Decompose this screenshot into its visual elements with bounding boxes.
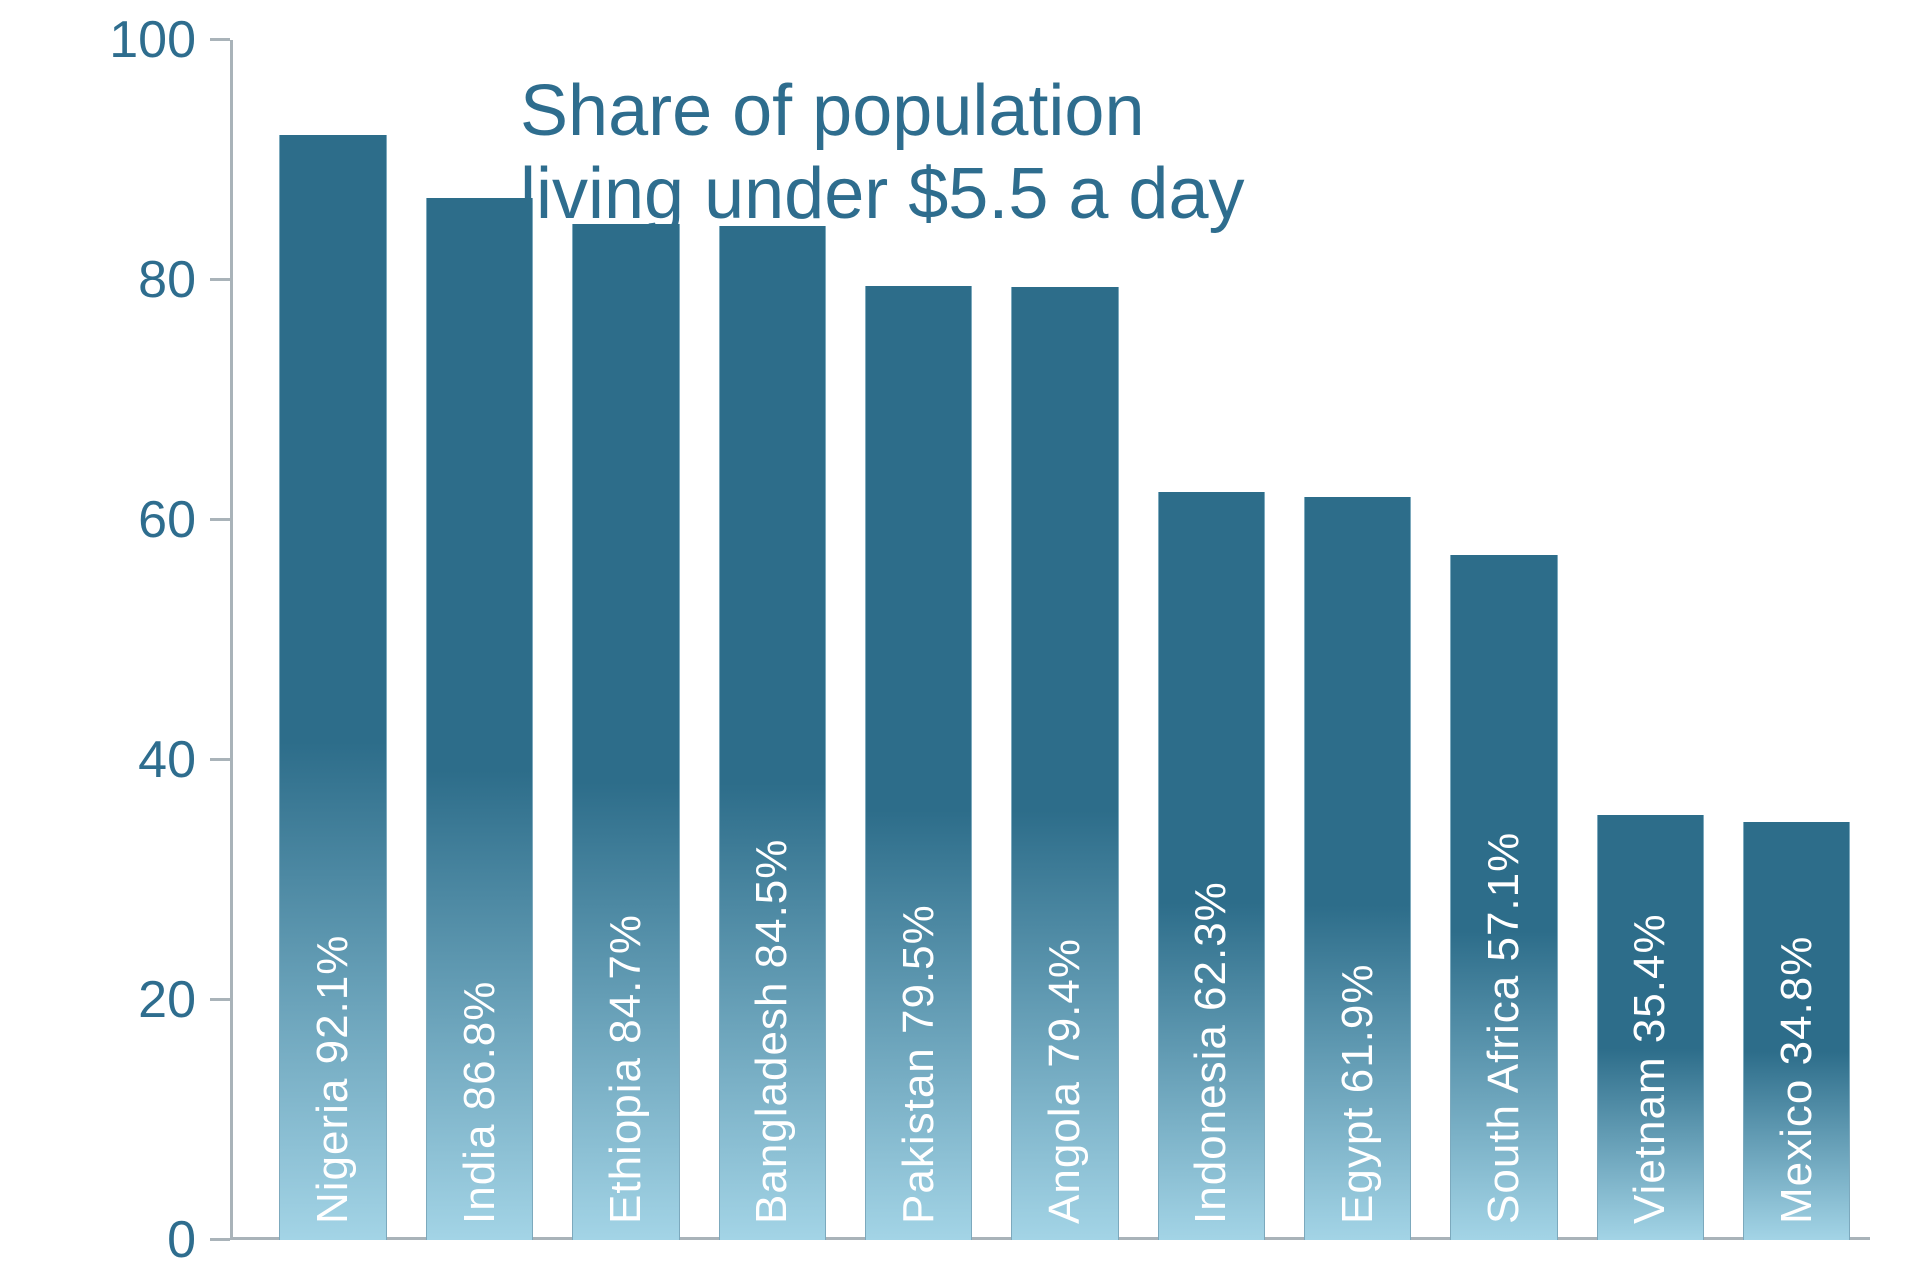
bar-mexico: Mexico 34.8% <box>1743 822 1850 1240</box>
poverty-share-chart: Share of population living under $5.5 a … <box>0 0 1920 1280</box>
y-tick-label: 20 <box>138 970 230 1030</box>
y-tick-label: 100 <box>109 10 230 70</box>
y-tick-label: 0 <box>167 1210 230 1270</box>
bar-label: Nigeria 92.1% <box>308 935 358 1224</box>
bar-slot: Bangladesh 84.5% <box>699 40 845 1240</box>
bar-nigeria: Nigeria 92.1% <box>279 135 386 1240</box>
bar-bangladesh: Bangladesh 84.5% <box>719 226 826 1240</box>
bar-slot: India 86.8% <box>406 40 552 1240</box>
y-tick-label: 80 <box>138 250 230 310</box>
bar-slot: Egypt 61.9% <box>1285 40 1431 1240</box>
y-tick-label: 40 <box>138 730 230 790</box>
bar-ethiopia: Ethiopia 84.7% <box>572 224 679 1240</box>
bar-label: Vietnam 35.4% <box>1625 913 1675 1224</box>
bar-slot: Nigeria 92.1% <box>260 40 406 1240</box>
bar-label: India 86.8% <box>455 981 505 1224</box>
bars-container: Nigeria 92.1% India 86.8% Ethiopia 84.7% Ba… <box>230 40 1870 1240</box>
plot-area: Nigeria 92.1% India 86.8% Ethiopia 84.7% Ba… <box>230 40 1870 1240</box>
bar-egypt: Egypt 61.9% <box>1304 497 1411 1240</box>
bar-pakistan: Pakistan 79.5% <box>865 286 972 1240</box>
bar-label: Egypt 61.9% <box>1333 964 1383 1225</box>
bar-slot: South Africa 57.1% <box>1431 40 1577 1240</box>
bar-slot: Angola 79.4% <box>992 40 1138 1240</box>
bar-slot: Indonesia 62.3% <box>1138 40 1284 1240</box>
bar-label: Angola 79.4% <box>1040 938 1090 1224</box>
bar-label: Ethiopia 84.7% <box>601 914 651 1224</box>
bar-label: Bangladesh 84.5% <box>747 839 797 1224</box>
y-tick-label: 60 <box>138 490 230 550</box>
bar-slot: Vietnam 35.4% <box>1577 40 1723 1240</box>
bar-india: India 86.8% <box>426 198 533 1240</box>
bar-slot: Ethiopia 84.7% <box>553 40 699 1240</box>
bar-indonesia: Indonesia 62.3% <box>1158 492 1265 1240</box>
bar-label: Mexico 34.8% <box>1772 936 1822 1224</box>
bar-label: Pakistan 79.5% <box>894 904 944 1224</box>
bar-label: South Africa 57.1% <box>1479 832 1529 1224</box>
bar-angola: Angola 79.4% <box>1011 287 1118 1240</box>
bar-vietnam: Vietnam 35.4% <box>1597 815 1704 1240</box>
bar-south-africa: South Africa 57.1% <box>1450 555 1557 1240</box>
bar-slot: Mexico 34.8% <box>1724 40 1870 1240</box>
bar-slot: Pakistan 79.5% <box>845 40 991 1240</box>
bar-label: Indonesia 62.3% <box>1186 881 1236 1224</box>
